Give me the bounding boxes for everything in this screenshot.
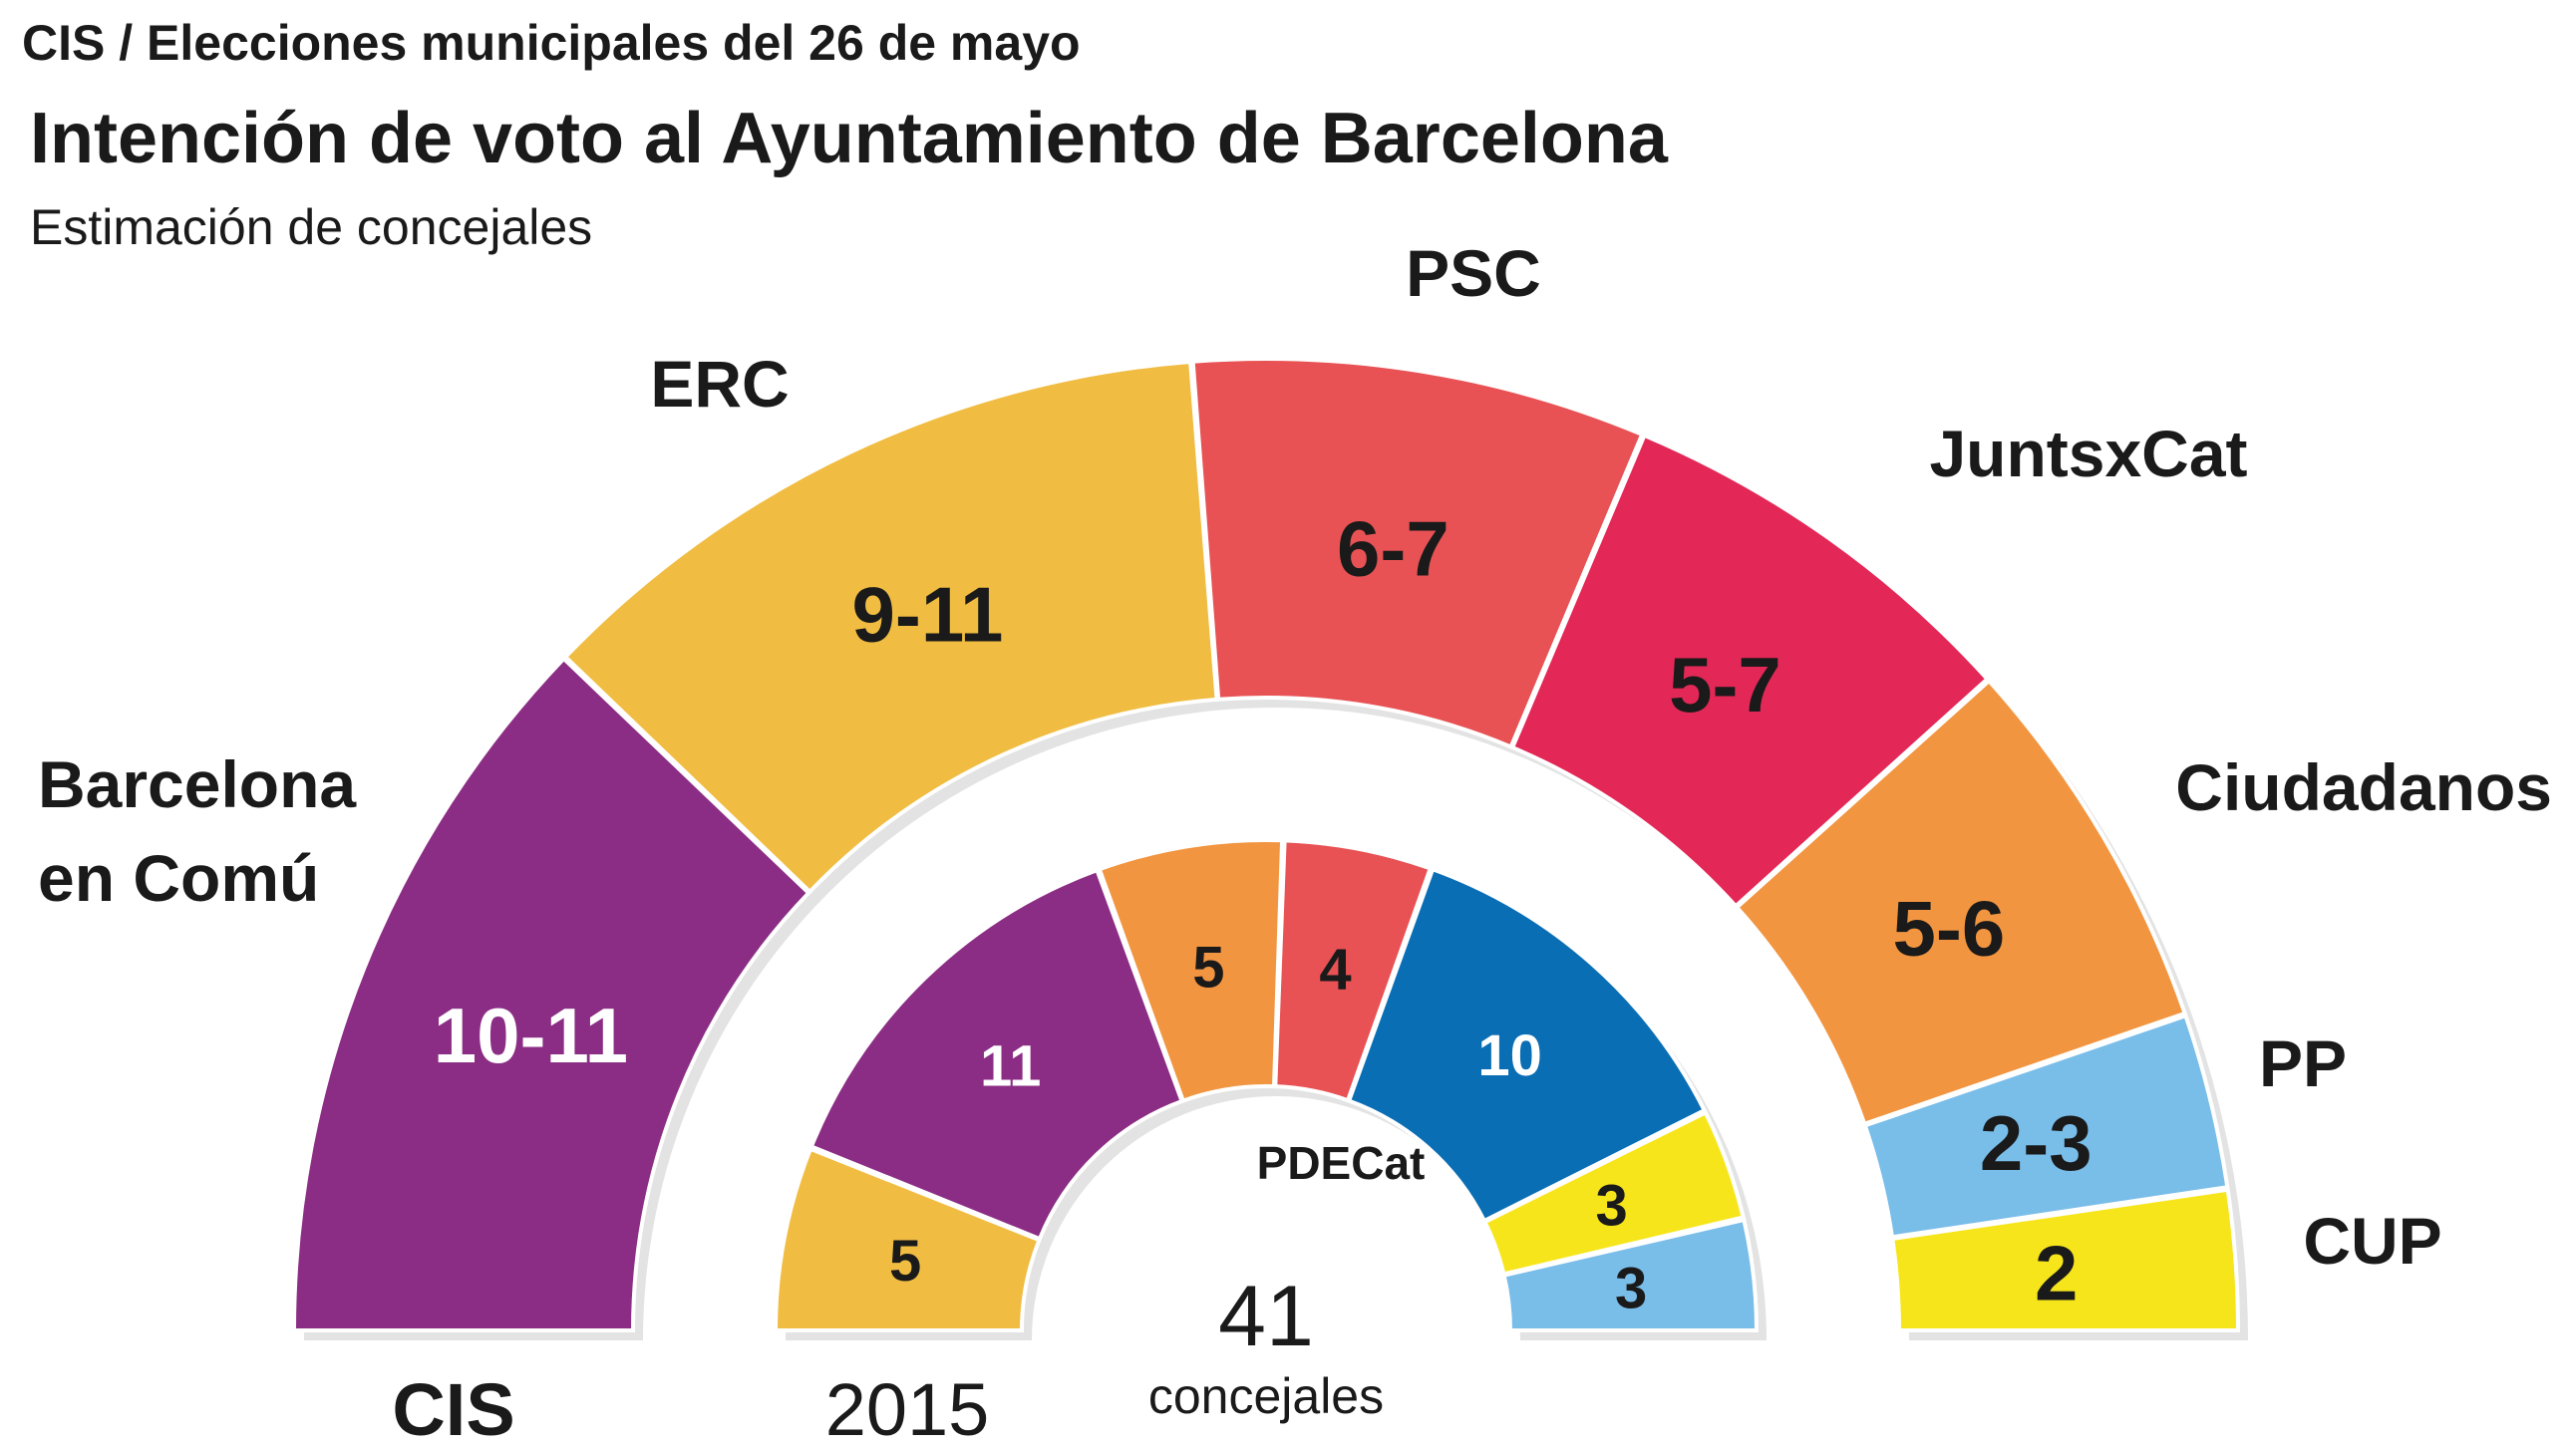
- chart-kicker: CIS / Elecciones municipales del 26 de m…: [22, 15, 1081, 71]
- pdecat-annotation: PDECat: [1257, 1137, 1426, 1189]
- cis-chart-label: CIS: [392, 1368, 514, 1450]
- chart-2015-label: 2015: [825, 1368, 990, 1450]
- y2015-value-erc: 5: [889, 1229, 921, 1294]
- cis-value-juntsxcat: 5-7: [1669, 641, 1781, 728]
- party-label-ciudadanos: Ciudadanos: [2175, 750, 2552, 824]
- y2015-seat-ciudadanos: [1097, 838, 1285, 1104]
- y2015-seat-erc: [773, 1146, 1043, 1332]
- chart-subtitle: Estimación de concejales: [30, 199, 592, 255]
- total-seats-unit: concejales: [1148, 1368, 1384, 1424]
- y2015-seat-cup: [1481, 1109, 1747, 1277]
- y2015-value-cup: 3: [1595, 1173, 1627, 1238]
- party-label-erc: ERC: [650, 347, 789, 421]
- y2015-value-ciudadanos: 5: [1192, 936, 1224, 1001]
- cis-seat-ciudadanos: [1734, 678, 2188, 1127]
- party-label-barcelona-en-comu: en Comú: [38, 841, 319, 915]
- cis-seat-psc: [1190, 357, 1645, 750]
- y2015-value-pp: 3: [1615, 1257, 1647, 1321]
- y2015-seat-pp: [1501, 1217, 1760, 1332]
- y2015-value-pdecat: 10: [1477, 1023, 1542, 1088]
- cis-value-pp: 2-3: [1980, 1099, 2093, 1187]
- y2015-seat-barcelona-en-comu: [808, 867, 1185, 1242]
- cis-value-erc: 9-11: [852, 570, 1004, 658]
- y2015-seat-psc: [1273, 838, 1434, 1103]
- y2015-seat-pdecat: [1346, 866, 1708, 1224]
- cis-seat-cup: [1890, 1187, 2241, 1332]
- cis-value-ciudadanos: 5-6: [1892, 885, 2005, 973]
- y2015-value-psc: 4: [1319, 938, 1351, 1003]
- hemicycle-2015: 5 11 5 4 10 3 3: [773, 838, 1767, 1340]
- party-label-psc: PSC: [1406, 236, 1541, 310]
- cis-value-cup: 2: [2035, 1229, 2078, 1316]
- cis-seat-erc: [562, 359, 1219, 895]
- cis-seat-barcelona-en-comu: [291, 656, 812, 1332]
- cis-value-barcelona-en-comu: 10-11: [434, 992, 628, 1079]
- y2015-value-barcelona-en-comu: 11: [980, 1034, 1041, 1099]
- cis-seat-pp: [1862, 1013, 2230, 1240]
- cis-hemicycle: 10-11 Barcelona en Comú 9-11 ERC 6-7 PSC 5-7 Jun…: [38, 236, 2552, 1340]
- cis-value-psc: 6-7: [1337, 504, 1449, 592]
- chart-title: Intención de voto al Ayuntamiento de Bar…: [30, 99, 1669, 178]
- total-seats-number: 41: [1218, 1269, 1314, 1364]
- party-label-pp: PP: [2259, 1026, 2347, 1100]
- party-label-juntsxcat: JuntsxCat: [1929, 417, 2247, 490]
- party-label-cup: CUP: [2303, 1204, 2441, 1278]
- party-label-barcelona-en-comu: Barcelona: [38, 747, 357, 821]
- cis-seat-juntsxcat: [1509, 433, 1991, 910]
